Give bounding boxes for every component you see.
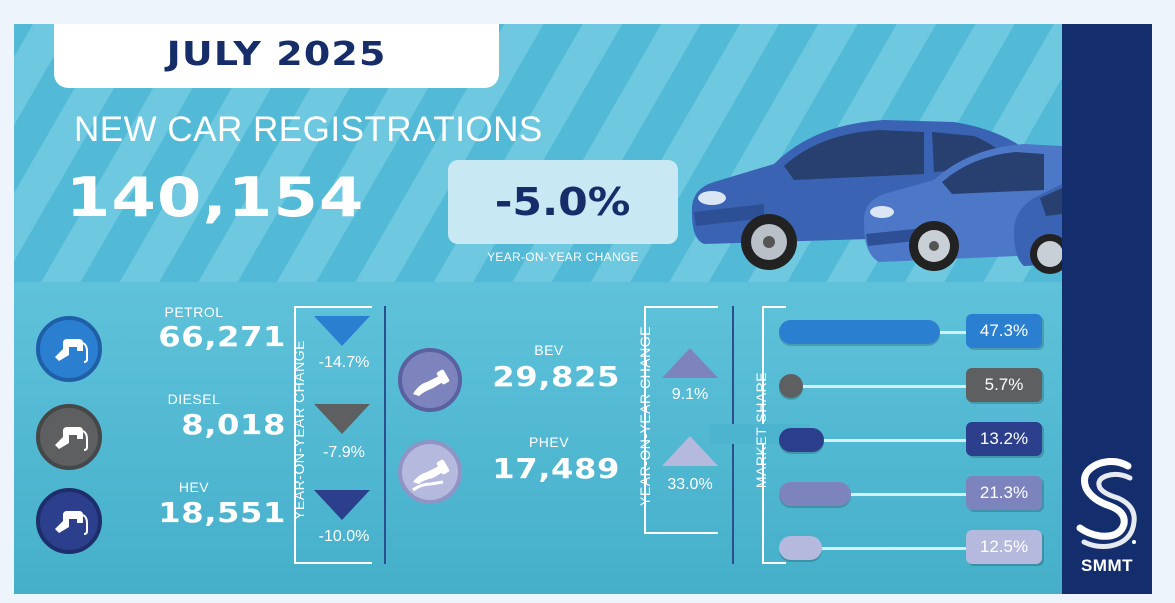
hev-icon: [36, 488, 102, 554]
yoy-change-value: -5.0%: [495, 180, 631, 224]
bev-icon: [398, 348, 462, 412]
share-bar-diesel: [779, 374, 803, 398]
column-divider: [384, 306, 386, 564]
yoy-bracket-left: [294, 306, 296, 564]
share-value-petrol: 47.3%: [966, 314, 1042, 348]
petrol-yoy: -14.7%: [318, 354, 370, 371]
yoy-vertical-label: YEAR-ON-YEAR CHANGE: [291, 340, 307, 520]
share-bar-hev: [779, 428, 824, 452]
share-track: [779, 493, 969, 496]
fuel-nozzle-icon: [55, 427, 88, 451]
car-compact-icon: [1014, 184, 1062, 274]
infographic-card: JULY 2025 NEW CAR REGISTRATIONS 140,154 …: [14, 24, 1152, 594]
smmt-logo-icon: [1076, 458, 1137, 549]
hev-label: HEV: [178, 479, 210, 495]
hev-count: 18,551: [158, 496, 286, 529]
month-tag: JULY 2025: [54, 24, 499, 88]
yoy-bracket-bottom: [294, 562, 372, 564]
share-track: [779, 547, 969, 550]
share-value-phev: 12.5%: [966, 530, 1042, 564]
share-bar-phev: [779, 536, 822, 560]
yoy-bracket-left-2: [644, 306, 646, 534]
phev-count: 17,489: [492, 452, 620, 485]
share-track: [779, 385, 969, 388]
charging-plug-icon: [412, 459, 450, 492]
share-bracket-bottom: [762, 562, 786, 564]
petrol-icon: [36, 316, 102, 382]
market-share-vertical-label: MARKET SHARE: [753, 371, 769, 489]
diesel-yoy: -7.9%: [323, 444, 365, 461]
yoy-change-box: -5.0%: [448, 160, 678, 244]
yoy-bracket-top: [294, 306, 372, 308]
share-bar-bev: [779, 482, 852, 506]
bev-yoy: 9.1%: [671, 386, 709, 403]
hev-yoy: -10.0%: [318, 528, 370, 545]
phev-icon: [398, 440, 462, 504]
phev-up-arrow-icon: [662, 436, 718, 466]
bev-count: 29,825: [492, 360, 620, 393]
share-value-bev: 21.3%: [966, 476, 1042, 510]
diesel-count: 8,018: [181, 408, 286, 441]
petrol-count: 66,271: [158, 320, 286, 353]
cars-illustration: [691, 120, 1062, 274]
phev-yoy: 33.0%: [667, 476, 713, 493]
yoy-bracket-bottom-2: [644, 532, 718, 534]
month-label: JULY 2025: [166, 33, 387, 73]
hev-down-arrow-icon: [314, 490, 370, 520]
bev-label: BEV: [534, 342, 564, 358]
bev-up-arrow-icon: [662, 348, 718, 378]
fuel-nozzle-icon: [55, 339, 88, 363]
charging-plug-icon: [413, 369, 450, 396]
diesel-label: DIESEL: [167, 391, 221, 407]
share-value-diesel: 5.7%: [966, 368, 1042, 402]
page-title: NEW CAR REGISTRATIONS: [74, 110, 543, 149]
share-bracket-top: [762, 306, 786, 308]
car-hatchback-icon: [863, 144, 1062, 271]
brand-bar: [1062, 24, 1152, 594]
share-bar-petrol: [779, 320, 940, 344]
phev-label: PHEV: [528, 434, 570, 450]
diesel-icon: [36, 404, 102, 470]
yoy-change-caption: YEAR-ON-YEAR CHANGE: [487, 250, 639, 264]
share-value-hev: 13.2%: [966, 422, 1042, 456]
petrol-label: PETROL: [164, 304, 224, 320]
share-track: [779, 439, 969, 442]
yoy-bracket-top-2: [644, 306, 718, 308]
diesel-down-arrow-icon: [314, 404, 370, 434]
smmt-brand-text: SMMT: [1080, 556, 1134, 575]
yoy-vertical-label-2: YEAR-ON-YEAR CHANGE: [637, 326, 653, 506]
total-registrations: 140,154: [66, 166, 365, 229]
fuel-nozzle-icon: [55, 511, 88, 535]
petrol-down-arrow-icon: [314, 316, 370, 346]
